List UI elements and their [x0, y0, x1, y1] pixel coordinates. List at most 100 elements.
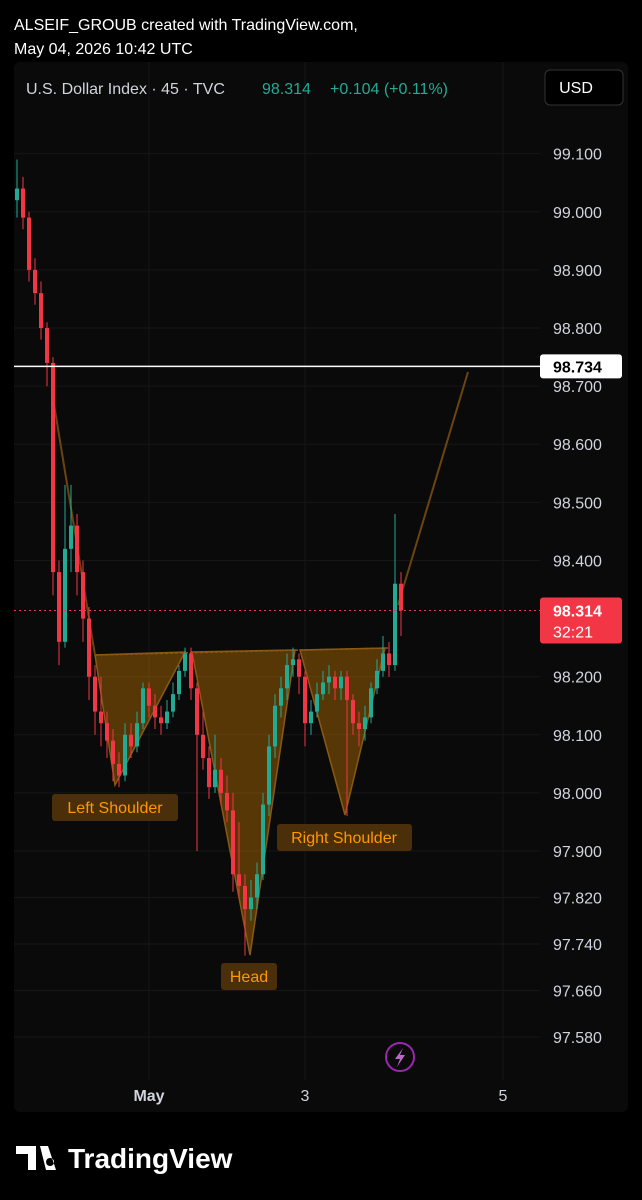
candle-body [285, 665, 289, 689]
lightning [395, 1048, 405, 1067]
candle-body [369, 688, 373, 718]
annotation-label: Left Shoulder [67, 800, 163, 817]
candle-body [117, 763, 121, 776]
candle-body [351, 699, 355, 724]
y-tick-label: 98.600 [553, 437, 602, 454]
candle-body [165, 711, 169, 724]
logo: TradingView [16, 1143, 233, 1174]
candle-body [81, 572, 85, 619]
x-tick-label: 5 [499, 1088, 508, 1105]
candle-body [315, 694, 319, 712]
currency-button[interactable] [544, 69, 624, 106]
candle-body [339, 676, 343, 689]
candle-body [57, 572, 61, 642]
candle-body [99, 711, 103, 724]
alert-icon[interactable] [385, 1042, 415, 1072]
candle-body [189, 653, 193, 689]
timestamp: May 04, 2026 10:42 UTC [14, 41, 193, 58]
candle-body [141, 688, 145, 724]
candle-body [129, 734, 133, 747]
candle-body [237, 874, 241, 886]
candle-body [159, 717, 163, 724]
candle-body [87, 618, 91, 677]
candle-body [249, 897, 253, 910]
candle-body [123, 734, 127, 776]
currency[interactable]: USD [559, 80, 593, 97]
candle-body [255, 874, 259, 898]
hline-label: 98.734 [553, 359, 602, 376]
y-tick-label: 99.000 [553, 205, 602, 222]
neckline [94, 647, 391, 656]
target-line [397, 371, 469, 606]
candle-body [75, 525, 79, 573]
last-price-bg [540, 597, 622, 644]
candle-body [63, 548, 67, 642]
change: +0.104 (+0.11%) [330, 81, 448, 98]
candle-body [399, 583, 403, 611]
candle-body [219, 769, 223, 793]
label-bg [221, 963, 277, 990]
symbol: U.S. Dollar Index · 45 · TVC [26, 81, 225, 98]
candle-body [111, 740, 115, 764]
logo-text: TradingView [68, 1143, 233, 1174]
candle-body [321, 682, 325, 695]
candle-body [267, 746, 271, 805]
candle-body [207, 758, 211, 788]
y-tick-label: 98.800 [553, 321, 602, 338]
price: 98.314 [262, 81, 311, 98]
candle-body [303, 676, 307, 724]
candle-body [201, 734, 205, 759]
candle-body [93, 676, 97, 712]
x-tick-label: May [133, 1088, 164, 1105]
candle-body [291, 659, 295, 666]
candle-body [375, 670, 379, 689]
candle-body [195, 688, 199, 735]
candle-body [51, 362, 55, 573]
y-tick-label: 98.400 [553, 553, 602, 570]
candle-body [279, 688, 283, 706]
candle-body [261, 804, 265, 875]
logo-mark [16, 1146, 56, 1170]
candle-body [213, 769, 217, 788]
y-tick-label: 98.900 [553, 263, 602, 280]
candle-body [33, 269, 37, 294]
annotation-label: Right Shoulder [291, 830, 398, 847]
y-tick-label: 97.660 [553, 984, 602, 1001]
chart-panel [14, 62, 628, 1112]
y-tick-label: 98.200 [553, 670, 602, 687]
annotation-label: Head [230, 969, 268, 986]
candle-body [363, 717, 367, 729]
label-bg [52, 794, 178, 821]
candle-body [171, 694, 175, 712]
hline-label-bg [540, 354, 622, 379]
y-tick-label: 99.100 [553, 147, 602, 164]
grid [14, 62, 540, 1080]
y-tick-label: 97.820 [553, 891, 602, 908]
candle-body [243, 885, 247, 910]
candle-body [381, 653, 385, 671]
y-tick-label: 98.000 [553, 786, 602, 803]
candle-body [183, 653, 187, 671]
label-bg [277, 824, 412, 851]
candle-body [135, 723, 139, 747]
candle-body [297, 659, 301, 677]
author-line: ALSEIF_GROUB created with TradingView.co… [14, 17, 358, 34]
annotation: Left Shoulder Head Right Shoulder [52, 794, 412, 990]
candle-body [177, 670, 181, 695]
x-tick-label: 3 [301, 1088, 310, 1105]
candle-body [21, 188, 25, 218]
candle-body [387, 653, 391, 666]
candle-body [39, 293, 43, 329]
candle-body [27, 217, 31, 270]
candles [15, 159, 403, 956]
candle-body [45, 328, 49, 363]
candle-body [327, 676, 331, 683]
candle-body [357, 723, 361, 729]
candle-body [147, 688, 151, 706]
candle-body [231, 810, 235, 875]
y-tick-label: 98.700 [553, 379, 602, 396]
y-tick-label: 98.500 [553, 495, 602, 512]
price-lines: 98.734 98.314 32:21 [14, 354, 622, 644]
